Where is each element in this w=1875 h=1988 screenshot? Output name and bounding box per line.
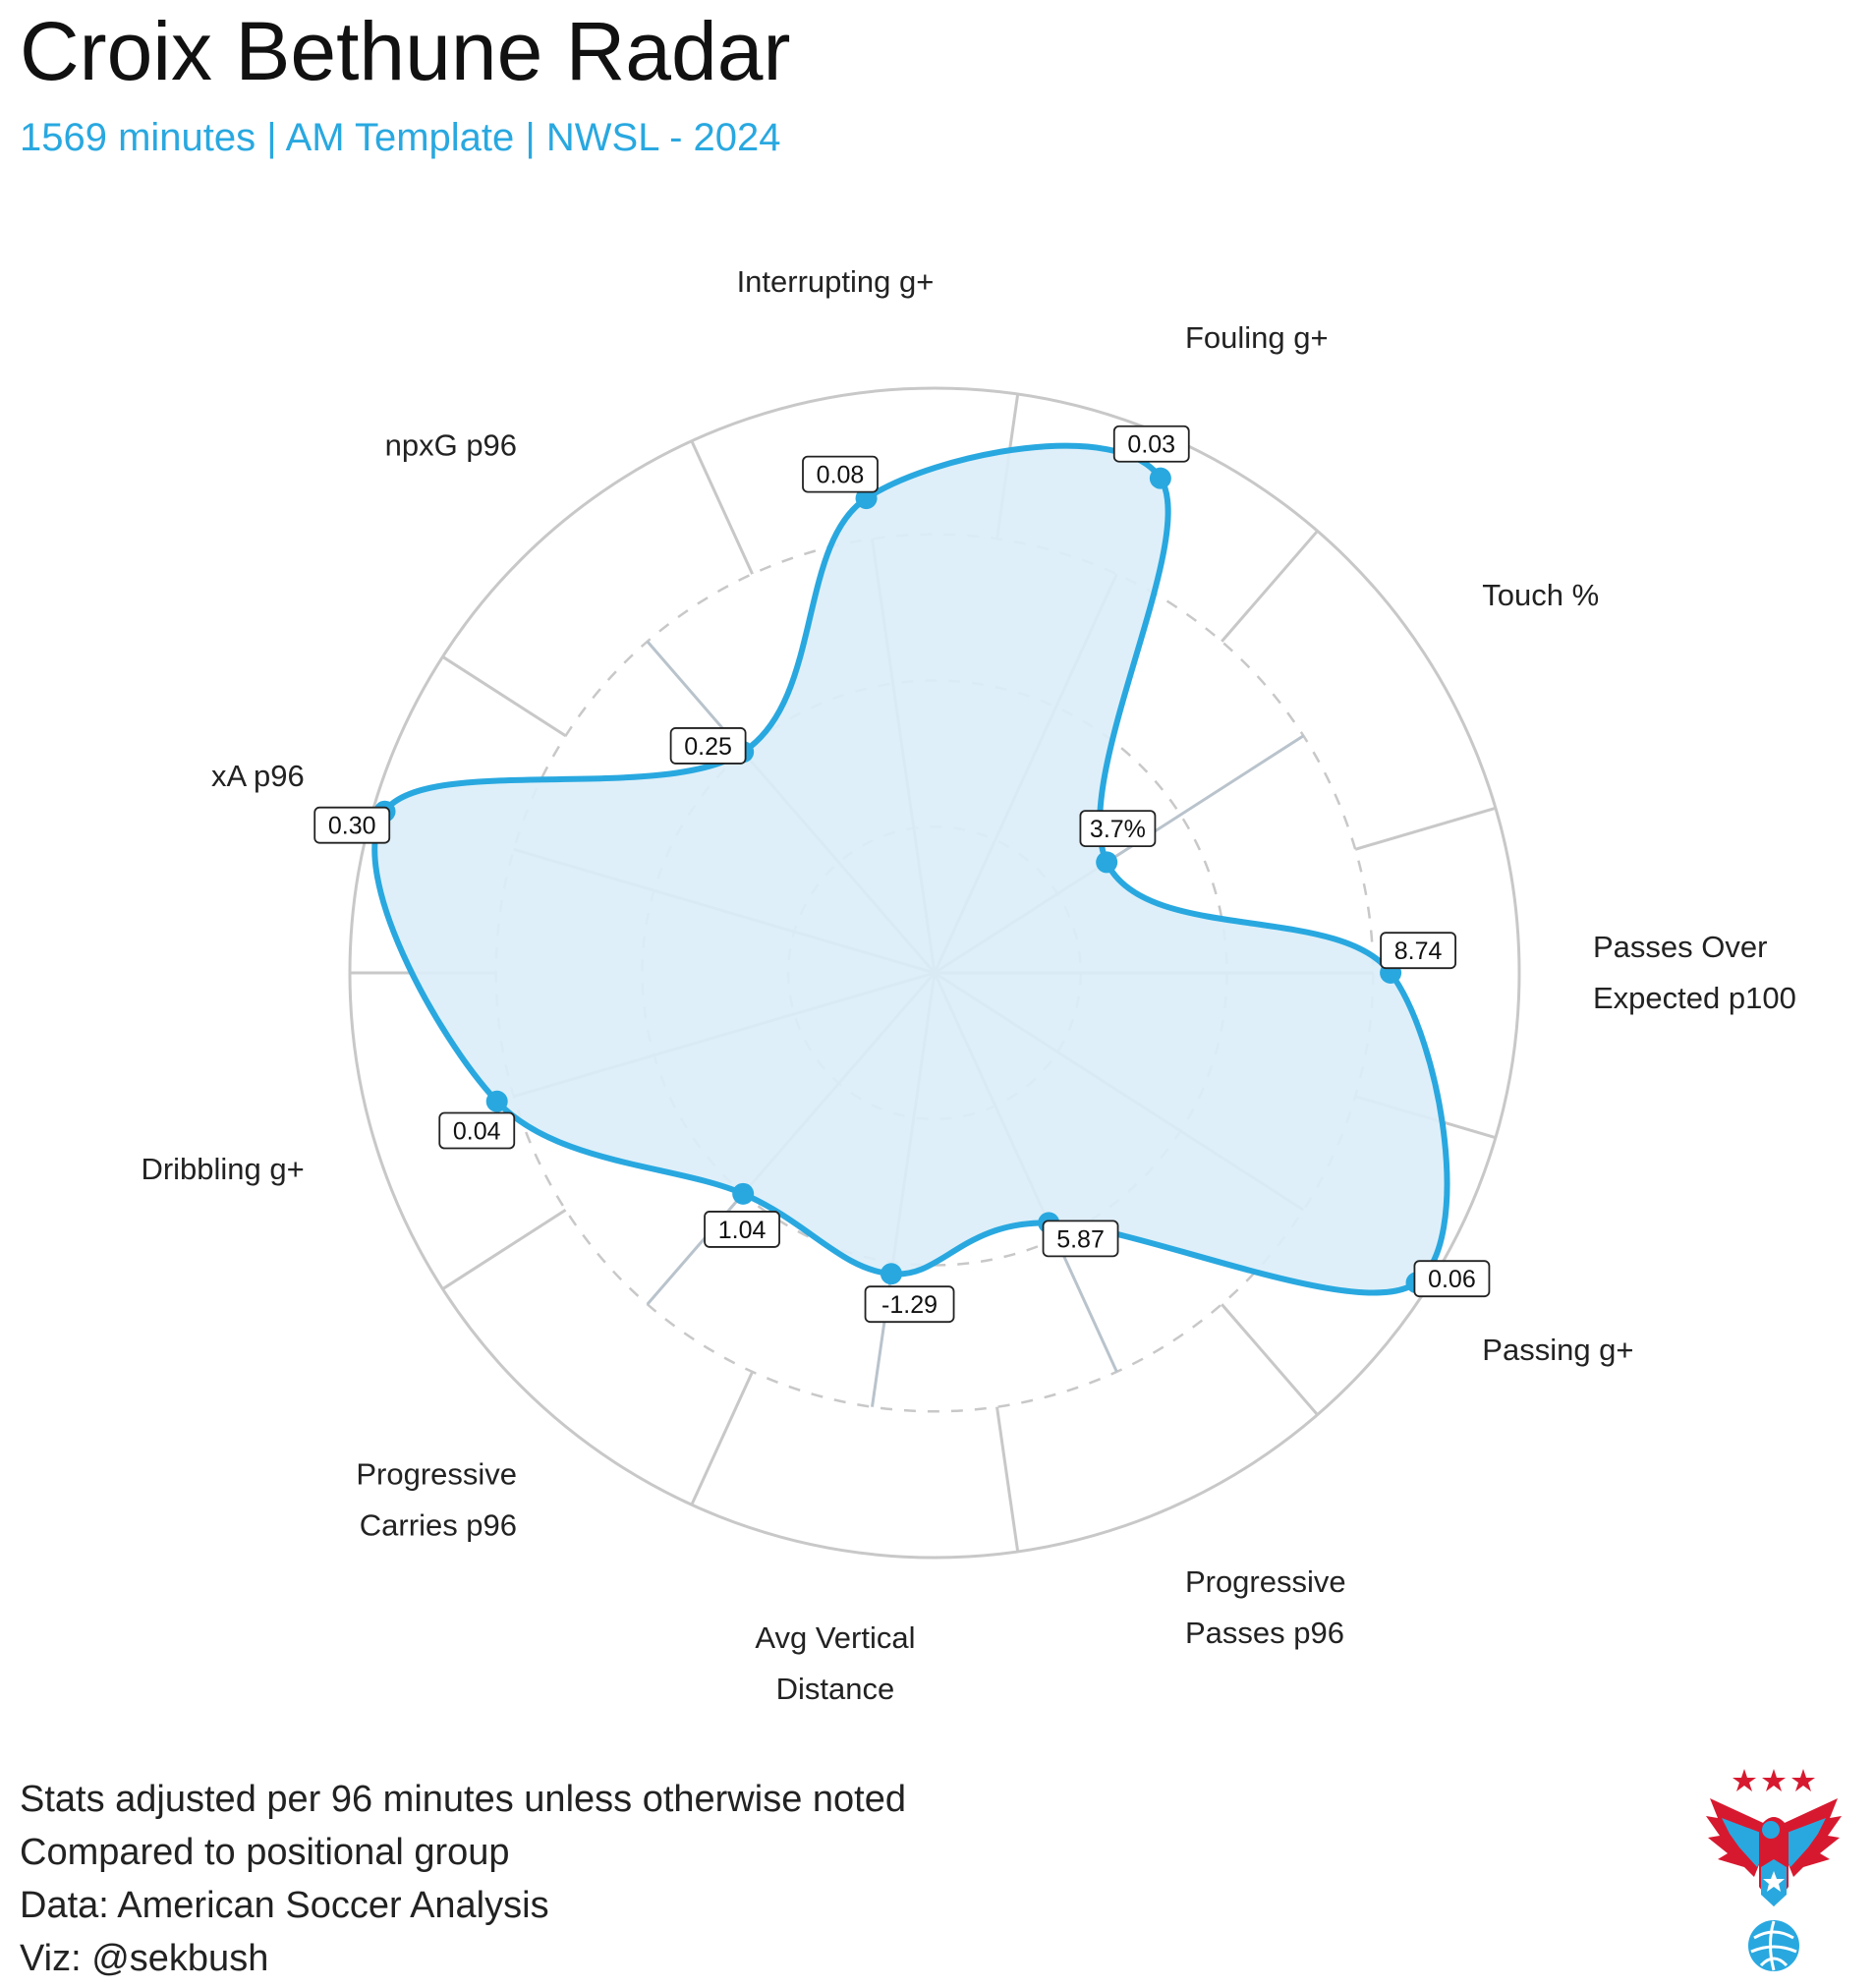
radar-point — [880, 1263, 902, 1285]
sector-divider — [1354, 806, 1497, 851]
radar-area — [371, 442, 1450, 1296]
axis-label: Progressive Passes p96 — [1185, 1564, 1346, 1650]
axis-label-line: Passes p96 — [1185, 1616, 1344, 1650]
axis-label-line: Dribbling g+ — [141, 1152, 304, 1186]
value-label-group: 0.08 — [802, 455, 879, 493]
axis-label: Passes Over Expected p100 — [1593, 930, 1796, 1015]
sector-divider — [1221, 530, 1319, 643]
axis-label-line: Fouling g+ — [1185, 320, 1329, 355]
radar-point — [855, 487, 878, 510]
axis-label-line: Distance — [776, 1672, 895, 1706]
sector-divider — [1221, 1303, 1319, 1416]
soccer-ball-icon — [1748, 1920, 1799, 1971]
axis-label-line: npxG p96 — [385, 427, 517, 462]
value-label-group: -1.29 — [864, 1285, 955, 1324]
sector-divider — [995, 1406, 1020, 1553]
footer-notes: Stats adjusted per 96 minutes unless oth… — [20, 1773, 906, 1985]
value-label-box — [1380, 932, 1456, 970]
value-label-group: 3.7% — [1079, 810, 1157, 847]
footer-line: Viz: @sekbush — [20, 1938, 269, 1979]
eagle-wings-icon — [1706, 1798, 1842, 1906]
axis-label: Interrupting g+ — [737, 264, 935, 299]
sector-divider — [690, 1371, 754, 1505]
star-icon — [1733, 1769, 1815, 1791]
value-label-box — [704, 1211, 780, 1248]
value-label-box — [1079, 810, 1157, 847]
value-label: 1.04 — [718, 1217, 767, 1244]
value-label-box — [438, 1111, 516, 1150]
chart-title: Croix Bethune Radar — [20, 5, 791, 97]
value-label-box — [1413, 1260, 1491, 1298]
value-label-group: 1.04 — [704, 1211, 780, 1248]
value-label: 0.08 — [817, 462, 865, 489]
radar-point — [1096, 851, 1118, 874]
axis-label-line: Carries p96 — [360, 1508, 517, 1543]
value-label-group: 5.87 — [1042, 1220, 1119, 1258]
axis-label-line: Interrupting g+ — [737, 264, 935, 299]
axis-label-line: Avg Vertical — [755, 1620, 915, 1655]
footer-line: Data: American Soccer Analysis — [20, 1885, 549, 1926]
axis-label-line: Passes Over — [1593, 930, 1767, 964]
footer-line: Stats adjusted per 96 minutes unless oth… — [20, 1779, 906, 1820]
value-label: 8.74 — [1394, 937, 1443, 965]
value-label-box — [313, 806, 391, 844]
value-label-group: 0.03 — [1112, 425, 1190, 463]
sector-divider — [441, 655, 567, 738]
radar-series-outline — [371, 442, 1450, 1296]
axis-label: Touch % — [1482, 578, 1599, 612]
radar-point — [1149, 467, 1171, 489]
value-label-group: 0.04 — [438, 1111, 516, 1150]
value-label: 0.06 — [1428, 1266, 1476, 1293]
radar-point — [732, 1182, 755, 1205]
sector-divider — [690, 440, 754, 575]
sector-divider — [441, 1208, 567, 1290]
value-label-group: 0.25 — [669, 727, 747, 765]
value-label-box — [669, 727, 747, 765]
axis-label: npxG p96 — [385, 427, 517, 462]
axis-label-line: xA p96 — [211, 759, 305, 793]
axis-label-line: Touch % — [1482, 578, 1599, 612]
value-label-group: 0.30 — [313, 806, 391, 844]
value-label: 3.7% — [1090, 816, 1146, 843]
value-label-box — [1112, 425, 1190, 463]
value-label: -1.29 — [881, 1291, 938, 1319]
value-label: 0.30 — [328, 813, 376, 840]
radar-value-labels: 8.74 3.7% 0.03 0.08 0.25 0.30 0.04 1.04 -1.29 5.8… — [313, 425, 1491, 1324]
radar-point — [485, 1090, 508, 1112]
axis-label: Avg Vertical Distance — [755, 1620, 915, 1706]
axis-label-line: Expected p100 — [1593, 981, 1796, 1015]
axis-label-line: Progressive — [356, 1457, 517, 1492]
axis-label: xA p96 — [211, 759, 305, 793]
value-label-box — [864, 1285, 955, 1324]
chart-subtitle: 1569 minutes | AM Template | NWSL - 2024 — [20, 116, 781, 159]
value-label: 0.04 — [453, 1118, 501, 1146]
axis-label: Progressive Carries p96 — [356, 1457, 517, 1543]
axis-label: Fouling g+ — [1185, 320, 1329, 355]
value-label: 5.87 — [1056, 1225, 1105, 1253]
value-label-group: 8.74 — [1380, 932, 1456, 970]
value-label: 0.25 — [684, 733, 732, 761]
value-label: 0.03 — [1127, 431, 1175, 459]
value-label-box — [802, 455, 879, 493]
radar-axis-labels: Passes Over Expected p100 Touch % Fouling g… — [141, 264, 1795, 1706]
axis-label: Dribbling g+ — [141, 1152, 304, 1186]
footer-line: Compared to positional group — [20, 1832, 510, 1873]
value-label-box — [1042, 1220, 1119, 1258]
axis-label: Passing g+ — [1482, 1333, 1633, 1367]
eagle-logo — [1706, 1769, 1842, 1971]
value-label-group: 0.06 — [1413, 1260, 1491, 1298]
axis-label-line: Passing g+ — [1482, 1333, 1633, 1367]
axis-label-line: Progressive — [1185, 1564, 1346, 1599]
